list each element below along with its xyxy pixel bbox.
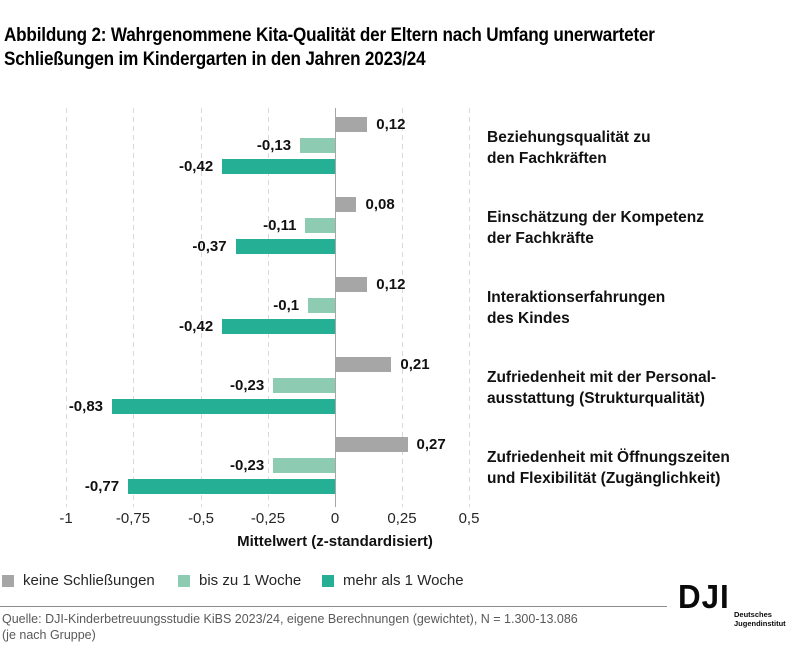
gridline <box>268 108 269 507</box>
gridline <box>402 108 403 507</box>
x-tick-label: 0,5 <box>458 510 480 527</box>
category-label-line: Einschätzung der Kompetenz <box>487 209 705 226</box>
gridline <box>469 108 470 507</box>
bar-value-label: 0,12 <box>376 116 406 133</box>
category-label-line: ausstattung (Strukturqualität) <box>487 390 705 407</box>
bar-value-label: 0,21 <box>400 356 430 373</box>
bar <box>222 318 335 334</box>
dji-logo: DJI Deutsches Jugendinstitut <box>678 580 798 630</box>
bar <box>335 197 357 212</box>
legend-item-keine-schliessungen: keine Schließungen <box>2 572 155 589</box>
bar-value-label: 0,12 <box>376 276 406 293</box>
gridline <box>201 108 202 507</box>
gridline <box>133 108 134 507</box>
category-label-line: und Flexibilität (Zugänglichkeit) <box>487 470 721 487</box>
bar-value-label: -0,42 <box>178 317 214 335</box>
category-label: Interaktionserfahrungen des Kindes <box>487 287 665 329</box>
zero-axis-line <box>335 108 336 507</box>
source-note-line2: (je nach Gruppe) <box>2 628 96 642</box>
gridline <box>66 108 67 507</box>
bar-value-label: 0,27 <box>416 436 446 453</box>
bar <box>273 458 335 473</box>
legend-label: mehr als 1 Woche <box>343 572 464 589</box>
bar-value-label: -0,77 <box>84 477 120 495</box>
bar-value-label: 0,08 <box>365 196 395 213</box>
bar-value-label: -0,23 <box>230 377 265 394</box>
legend-label: keine Schließungen <box>23 572 155 589</box>
dji-logo-text: DJI <box>678 578 730 615</box>
bar <box>235 238 335 254</box>
bar <box>128 478 335 494</box>
bar <box>300 138 335 153</box>
category-label-line: Interaktionserfahrungen <box>487 289 666 306</box>
category-label-line: Beziehungsqualität zu <box>487 129 651 146</box>
figure-title-line2: Schließungen im Kindergarten in den Jahr… <box>4 49 426 70</box>
bar <box>273 378 335 393</box>
category-label-line: Zufriedenheit mit Öffnungszeiten <box>487 449 730 466</box>
bar-value-label: -0,23 <box>230 457 265 474</box>
bar <box>222 158 335 174</box>
bar <box>335 117 368 132</box>
bar <box>308 298 335 313</box>
x-tick-label: -0,25 <box>250 510 286 527</box>
bar <box>112 398 335 414</box>
bar <box>335 437 408 452</box>
bar <box>305 218 335 233</box>
x-tick-label: -1 <box>59 510 73 527</box>
category-label: Einschätzung der Kompetenz der Fachkräfte <box>487 207 704 249</box>
figure-title-line1: Abbildung 2: Wahrgenommene Kita-Qualität… <box>4 25 655 46</box>
legend-swatch-teal <box>322 574 334 587</box>
source-note-line1: Quelle: DJI-Kinderbetreuungsstudie KiBS … <box>2 612 578 626</box>
bar-value-label: -0,42 <box>178 157 214 175</box>
bar-value-label: -0,1 <box>273 297 300 314</box>
category-label: Zufriedenheit mit der Personal-ausstattu… <box>487 367 716 409</box>
bar <box>335 277 368 292</box>
legend-swatch-lightgreen <box>178 574 190 587</box>
bar-value-label: -0,11 <box>263 217 297 234</box>
bar <box>335 357 392 372</box>
category-label: Zufriedenheit mit Öffnungszeiten und Flex… <box>487 447 730 489</box>
category-label-line: den Fachkräften <box>487 150 607 167</box>
dji-logo-subtext-line2: Jugendinstitut <box>734 619 786 628</box>
legend-label: bis zu 1 Woche <box>199 572 302 589</box>
category-label: Beziehungsqualität zu den Fachkräften <box>487 127 651 169</box>
category-label-line: Zufriedenheit mit der Personal- <box>487 369 717 386</box>
dji-logo-subtext-line1: Deutsches <box>734 610 772 619</box>
bar-value-label: -0,13 <box>256 137 292 154</box>
x-axis-title: Mittelwert (z-standardisiert) <box>237 533 433 550</box>
legend-item-mehr-als-1-woche: mehr als 1 Woche <box>322 572 464 589</box>
x-tick-label: 0,25 <box>387 510 417 527</box>
x-tick-label: -0,5 <box>188 510 214 527</box>
legend-swatch-gray <box>2 574 14 587</box>
bar-value-label: -0,83 <box>68 397 104 415</box>
bar-value-label: -0,37 <box>192 237 227 255</box>
category-label-line: des Kindes <box>487 310 570 327</box>
legend-item-bis-zu-1-woche: bis zu 1 Woche <box>178 572 301 589</box>
x-tick-label: -0,75 <box>115 510 151 527</box>
figure-title: Abbildung 2: Wahrgenommene Kita-Qualität… <box>4 24 727 72</box>
category-label-line: der Fachkräfte <box>487 230 594 247</box>
x-tick-label: 0 <box>330 510 340 527</box>
footer-divider <box>0 606 667 607</box>
